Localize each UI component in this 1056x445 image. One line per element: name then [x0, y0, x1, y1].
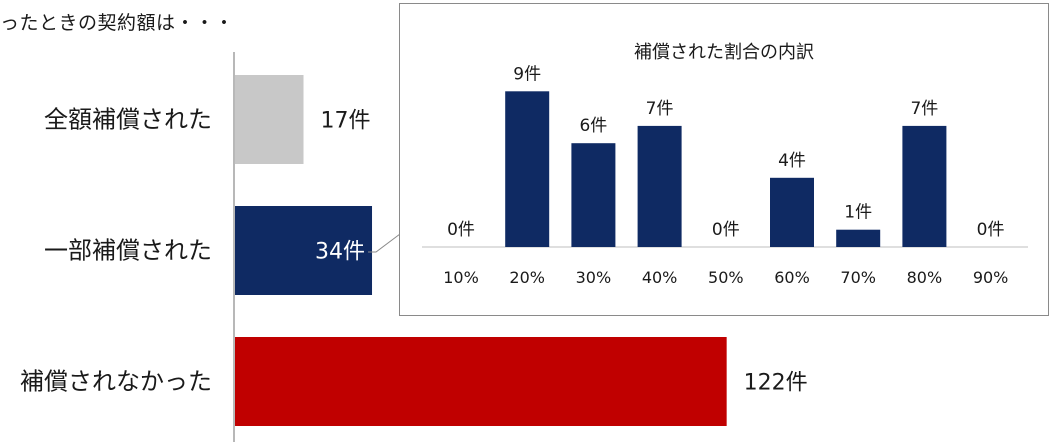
- bar: [235, 206, 373, 295]
- inset-tick-label: 90%: [973, 268, 1009, 287]
- inset-chart-title: 補償された割合の内訳: [634, 42, 814, 63]
- category-label: 一部補償された: [44, 237, 212, 265]
- inset-tick-label: 40%: [642, 268, 678, 287]
- bar: [235, 337, 727, 426]
- category-label: 補償されなかった: [20, 368, 212, 396]
- inset-tick-label: 10%: [443, 268, 479, 287]
- inset-tick-label: 70%: [840, 268, 876, 287]
- inset-tick-label: 20%: [509, 268, 545, 287]
- inset-data-label: 7件: [910, 99, 938, 119]
- inset-bar-chart: 0件 10% 9件 20% 6件 30% 7件 40% 0件 50% 4件 60% 1件 70% 7件 80%…: [422, 64, 1028, 287]
- inset-data-label: 0件: [977, 220, 1005, 240]
- inset-panel: 補償された割合の内訳 0件 10% 9件 20% 6件 30% 7件 40% 0件 50% 4件 60…: [399, 3, 1049, 316]
- data-label: 122件: [744, 371, 808, 396]
- bar: [235, 75, 304, 164]
- inset-bar: [571, 143, 616, 247]
- inset-tick-label: 80%: [907, 268, 943, 287]
- inset-data-label: 0件: [447, 220, 475, 240]
- inset-data-label: 0件: [712, 220, 740, 240]
- inset-data-label: 9件: [513, 64, 541, 84]
- header-text: ったときの契約額は・・・: [0, 12, 235, 34]
- inset-data-label: 1件: [844, 203, 872, 223]
- inset-tick-label: 50%: [708, 268, 744, 287]
- inset-bar: [770, 177, 814, 247]
- inset-data-label: 4件: [778, 151, 806, 171]
- inset-bar: [637, 125, 682, 247]
- category-label: 全額補償された: [44, 106, 212, 134]
- inset-bar: [836, 229, 881, 247]
- inset-tick-label: 30%: [576, 268, 612, 287]
- data-label: 34件: [315, 240, 365, 265]
- inset-data-label: 6件: [579, 116, 607, 136]
- inset-data-label: 7件: [646, 99, 674, 119]
- inset-tick-label: 60%: [774, 268, 810, 287]
- inset-bar: [505, 91, 550, 247]
- data-label: 17件: [321, 109, 371, 134]
- inset-bar: [902, 125, 947, 247]
- connector-line: [368, 233, 401, 253]
